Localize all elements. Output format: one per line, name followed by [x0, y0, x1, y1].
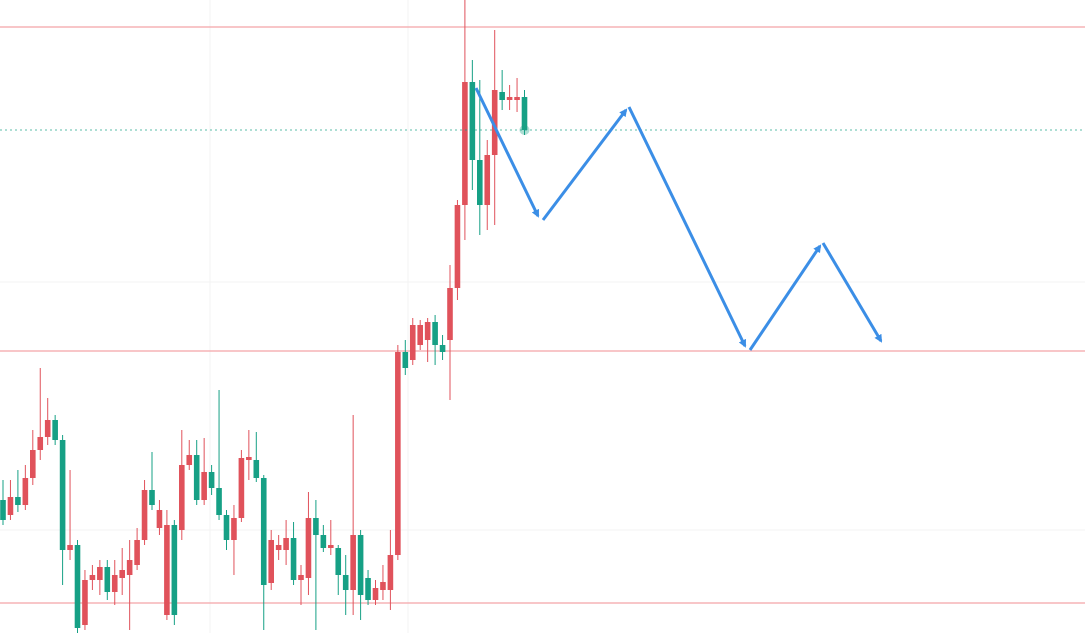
candle-body: [424, 322, 431, 340]
candle-body: [499, 92, 505, 100]
candle-body: [417, 325, 423, 345]
candle-body: [216, 488, 222, 515]
candle-body: [395, 352, 401, 555]
candle-body: [186, 455, 193, 465]
candle-body: [82, 580, 88, 625]
candle-body: [439, 345, 446, 352]
candle-body: [30, 450, 36, 478]
candle-body: [298, 575, 304, 580]
drawing-arrows: [474, 87, 883, 351]
candle-body: [37, 437, 44, 450]
candle-body: [149, 490, 155, 505]
candle-body: [387, 555, 394, 590]
candle-body: [469, 82, 476, 160]
candle-body: [231, 518, 237, 540]
arrow: [821, 242, 883, 343]
candle-body: [193, 455, 200, 500]
candle-body: [67, 545, 73, 550]
candle-body: [97, 567, 103, 580]
candle-body: [357, 535, 364, 595]
candle-body: [268, 540, 274, 583]
candle-body: [290, 538, 297, 580]
arrow: [627, 106, 747, 348]
candle-body: [15, 497, 21, 505]
last-price-dot: [519, 125, 530, 135]
candle-body: [402, 352, 409, 368]
candle-body: [201, 472, 207, 500]
candle-body: [44, 420, 51, 437]
arrow: [474, 87, 540, 218]
candle-body: [365, 578, 371, 600]
candle-body: [484, 155, 491, 205]
candle-body: [171, 525, 178, 615]
candle-body: [156, 510, 163, 528]
candle-body: [313, 518, 319, 535]
candle-body: [104, 567, 111, 592]
candle-body: [260, 478, 267, 585]
candle-body: [253, 460, 260, 478]
candle-body: [432, 322, 438, 345]
arrow: [541, 108, 628, 221]
candle-body: [52, 420, 58, 440]
candle-body: [119, 570, 125, 578]
candle-body: [164, 525, 170, 615]
candle-body: [521, 97, 528, 130]
candle-body: [372, 588, 379, 600]
candle-body: [141, 490, 148, 540]
arrow: [748, 244, 822, 351]
candle-body: [59, 440, 66, 550]
candle-body: [111, 575, 118, 592]
candle-body: [283, 538, 289, 550]
candle-body: [89, 575, 96, 580]
candle-body: [179, 465, 185, 530]
candle-body: [454, 205, 461, 288]
candle-body: [350, 535, 356, 590]
candle-body: [320, 535, 327, 548]
candle-body: [305, 518, 312, 578]
candle-body: [328, 545, 334, 548]
candle-body: [74, 545, 81, 628]
candle-body: [275, 545, 282, 550]
candle-body: [208, 472, 215, 488]
candle-body: [477, 160, 483, 205]
candle-body: [491, 90, 498, 155]
candle-body: [126, 560, 133, 575]
candle-body: [506, 97, 513, 100]
candle-body: [342, 575, 349, 590]
candle-body: [447, 288, 453, 340]
candle-body: [335, 548, 342, 575]
candle-body: [380, 582, 386, 590]
candle-body: [514, 97, 520, 100]
candle-body: [246, 457, 252, 460]
candle-body: [7, 497, 14, 515]
candle-body: [238, 458, 245, 518]
candle-body: [0, 500, 6, 520]
candle-body: [462, 82, 468, 205]
candle-body: [409, 325, 416, 360]
candle-body: [22, 478, 29, 505]
candle-body: [134, 540, 140, 565]
candle-body: [223, 515, 230, 540]
